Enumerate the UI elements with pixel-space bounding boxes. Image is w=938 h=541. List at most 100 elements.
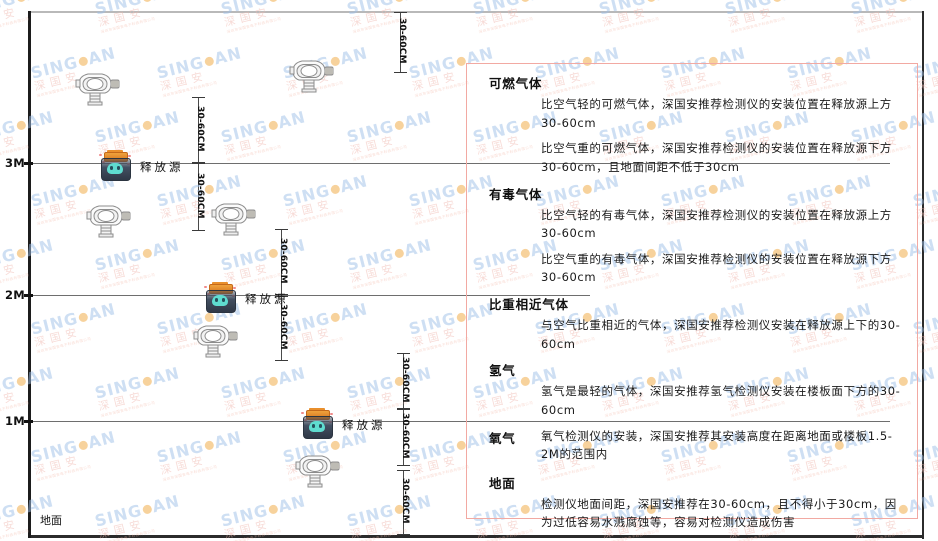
frame-bottom-border <box>28 535 924 538</box>
section-body-hydrogen-gas: 氢气是最轻的气体，深国安推荐氢气检测仪安装在楼板面下方的30-60cm <box>489 382 903 419</box>
dimension-line-bottom-column-1 <box>403 409 405 465</box>
section-body-similar-density-gas: 与空气比重相近的气体，深国安推荐检测仪安装在释放源上下的30-60cm <box>489 316 903 353</box>
level-tick-2M <box>24 294 33 297</box>
dimension-tick-bottom-bottom-column-1 <box>397 465 410 467</box>
section-paragraph-ground-clearance-0: 检测仪地面间距，深国安推荐在30-60cm，且不得小于30cm，因为过低容易水溅… <box>541 496 897 530</box>
dimension-tick-bottom-upper-right-column-0 <box>275 294 288 296</box>
dimension-line-top-column-1 <box>198 163 200 230</box>
section-similar-density-gas: 比重相近气体与空气比重相近的气体，深国安推荐检测仪安装在释放源上下的30-60c… <box>489 294 903 353</box>
level-label-1M: 1M <box>5 414 26 428</box>
section-oxygen-gas: 氧气 氧气检测仪的安装，深国安推荐其安装高度在距离地面或楼板1.5-2M的范围内 <box>489 427 903 471</box>
dimension-tick-top-far-top-column-0 <box>394 12 407 14</box>
gas-detector-icon-2 <box>83 200 133 240</box>
dimension-tick-top-bottom-column-0 <box>397 353 410 355</box>
section-combustible-gas: 可燃气体比空气轻的可燃气体，深国安推荐检测仪的安装位置在释放源上方30-60cm… <box>489 73 903 177</box>
dimension-tick-top-upper-right-column-1 <box>275 296 288 298</box>
dimension-line-far-top-column-0 <box>400 12 402 72</box>
section-heading-ground-clearance: 地面 <box>489 475 516 491</box>
section-heading-combustible-gas: 可燃气体 <box>489 76 543 91</box>
dimension-tick-top-bottom-column-2 <box>397 470 410 472</box>
dimension-tick-top-upper-right-column-0 <box>275 229 288 231</box>
section-ground-clearance: 地面检测仪地面间距，深国安推荐在30-60cm，且不得小于30cm，因为过低容易… <box>489 473 903 532</box>
dimension-label-top-column-1: 30-60CM <box>195 172 205 219</box>
release-source-icon-1 <box>203 282 237 313</box>
release-source-label-1: 释放源 <box>245 292 289 306</box>
dimension-label-upper-right-column-1: 30-60CM <box>278 304 288 350</box>
section-body-ground-clearance: 检测仪地面间距，深国安推荐在30-60cm，且不得小于30cm，因为过低容易水溅… <box>489 495 903 532</box>
level-tick-3M <box>24 162 33 165</box>
dimension-line-upper-right-column-0 <box>281 229 283 294</box>
release-source-icon-2 <box>300 408 334 439</box>
section-heading-oxygen-gas: 氧气 <box>489 430 516 446</box>
dimension-label-bottom-column-0: 30-60CM <box>400 356 410 403</box>
vertical-height-axis <box>28 11 31 538</box>
section-heading-hydrogen-gas: 氢气 <box>489 363 516 379</box>
release-source-label-0: 释放源 <box>140 160 184 174</box>
release-source-icon-0 <box>98 150 132 181</box>
level-line-3M <box>31 163 890 165</box>
gas-detector-icon-5 <box>292 450 342 490</box>
gas-detector-icon-1 <box>286 55 336 95</box>
release-source-label-2: 释放源 <box>342 418 386 432</box>
dimension-tick-bottom-upper-right-column-1 <box>275 360 288 362</box>
source-connector-2m <box>240 295 284 297</box>
frame-top-border <box>28 11 924 13</box>
ground-label: 地面 <box>40 514 62 527</box>
recommendation-panel: 可燃气体比空气轻的可燃气体，深国安推荐检测仪的安装位置在释放源上方30-60cm… <box>466 63 918 529</box>
gas-detector-icon-0 <box>72 68 122 108</box>
dimension-line-upper-right-column-1 <box>281 296 283 360</box>
section-body-combustible-gas: 比空气轻的可燃气体，深国安推荐检测仪的安装位置在释放源上方30-60cm 比空气重… <box>489 95 903 177</box>
dimension-tick-bottom-top-column-1 <box>192 230 205 232</box>
section-paragraph-combustible-gas-1: 比空气重的可燃气体，深国安推荐检测仪的安装位置在释放源下方30-60cm，且地面… <box>541 141 892 174</box>
dimension-label-bottom-column-1: 30-60CM <box>400 413 410 459</box>
section-paragraph-combustible-gas-0: 比空气轻的可燃气体，深国安推荐检测仪的安装位置在释放源上方30-60cm <box>541 97 892 130</box>
dimension-line-bottom-column-2 <box>403 470 405 534</box>
dimension-tick-top-top-column-1 <box>192 163 205 165</box>
dimension-tick-top-bottom-column-1 <box>397 409 410 411</box>
section-heading-similar-density-gas: 比重相近气体 <box>489 297 569 312</box>
dimension-tick-bottom-far-top-column-0 <box>394 72 407 74</box>
dimension-tick-bottom-bottom-column-2 <box>397 534 410 536</box>
level-tick-1M <box>24 420 33 423</box>
dimension-label-far-top-column-0: 30-60CM <box>397 18 407 64</box>
dimension-tick-top-top-column-0 <box>192 97 205 99</box>
gas-detector-icon-3 <box>208 198 258 238</box>
section-toxic-gas: 有毒气体 比空气轻的有毒气体，深国安推荐检测仪的安装位置在释放源上方30-60cm… <box>489 184 903 288</box>
level-label-2M: 2M <box>5 288 26 302</box>
dimension-line-top-column-0 <box>198 97 200 162</box>
dimension-tick-bottom-top-column-0 <box>192 162 205 164</box>
frame-right-border <box>922 11 924 539</box>
section-heading-toxic-gas: 有毒气体 <box>489 186 543 202</box>
gas-detector-icon-4 <box>190 320 240 360</box>
section-paragraph-toxic-gas-1: 比空气重的有毒气体，深国安推荐检测仪的安装位置在释放源下方30-60cm <box>541 251 892 285</box>
section-paragraph-hydrogen-gas-0: 氢气是最轻的气体，深国安推荐氢气检测仪安装在楼板面下方的30-60cm <box>541 384 901 417</box>
dimension-label-top-column-0: 30-60CM <box>195 105 205 152</box>
section-body-oxygen-gas: 氧气检测仪的安装，深国安推荐其安装高度在距离地面或楼板1.5-2M的范围内 <box>541 427 903 471</box>
section-paragraph-similar-density-gas-0: 与空气比重相近的气体，深国安推荐检测仪安装在释放源上下的30-60cm <box>541 318 901 351</box>
source-connector-1m <box>338 421 404 423</box>
dimension-tick-bottom-bottom-column-0 <box>397 408 410 410</box>
level-label-3M: 3M <box>5 156 26 170</box>
level-line-1M <box>31 421 890 423</box>
